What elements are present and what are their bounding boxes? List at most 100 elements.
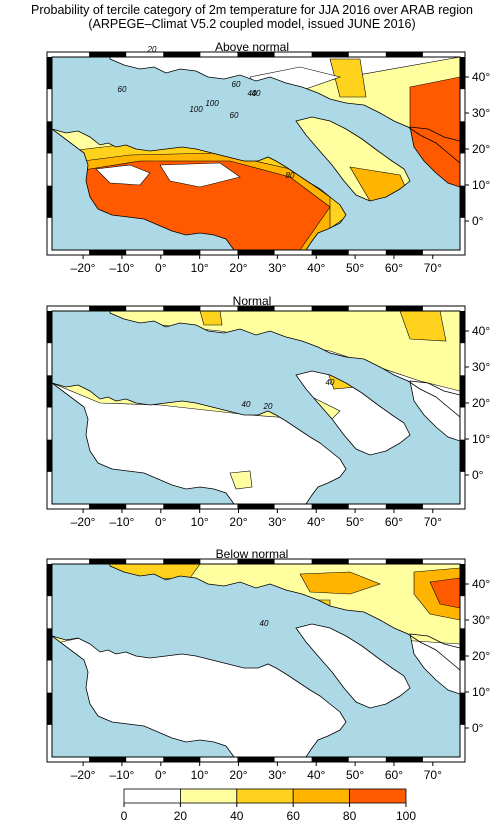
border-tick	[385, 559, 423, 564]
border-tick	[89, 306, 127, 311]
colorbar-label: 0	[121, 809, 128, 823]
colorbar-label: 20	[174, 809, 188, 823]
contour-label: 40	[252, 89, 261, 98]
y-tick-label: 40°	[472, 70, 490, 84]
border-tick	[47, 564, 52, 597]
land-3	[410, 634, 460, 694]
colorbar-swatch	[236, 788, 294, 804]
border-tick	[47, 185, 52, 218]
colorbar-swatch	[349, 788, 407, 804]
land-2	[296, 624, 410, 708]
coastline-0	[52, 128, 347, 250]
border-tick	[385, 52, 423, 57]
y-tick-label: 20°	[472, 142, 490, 156]
x-tick-label: 30°	[268, 768, 286, 782]
x-tick-label: 70°	[424, 261, 442, 275]
contour-label: 80	[286, 171, 295, 180]
border-tick	[311, 306, 349, 311]
y-tick-label: 10°	[472, 685, 490, 699]
border-tick	[47, 121, 52, 154]
map-subtitle: (ARPEGE–Climat V5.2 coupled model, issue…	[88, 17, 416, 31]
border-tick	[311, 757, 349, 762]
coastline-2	[295, 370, 411, 456]
border-tick	[47, 57, 52, 90]
x-tick-label: –10°	[110, 768, 135, 782]
x-tick-label: 70°	[424, 515, 442, 529]
coastline-0	[52, 635, 347, 757]
coastline-2	[295, 116, 411, 202]
x-tick-label: 0°	[155, 515, 167, 529]
border-tick	[460, 628, 465, 661]
x-tick-label: 40°	[307, 768, 325, 782]
y-tick-label: 40°	[472, 324, 490, 338]
probability-area-7	[95, 164, 151, 186]
x-tick-label: 10°	[191, 515, 209, 529]
panel-below: Below normal 40 –20° –10° 0° 10° 20° 30° 40° 50° 6…	[46, 547, 490, 782]
contour-label: 40	[260, 619, 269, 628]
border-tick	[47, 439, 52, 472]
border-tick	[163, 306, 201, 311]
border-tick	[460, 57, 465, 90]
x-tick-label: –10°	[110, 515, 135, 529]
contour-label: 60	[118, 85, 127, 94]
colorbar-label: 80	[343, 809, 357, 823]
border-tick	[163, 559, 201, 564]
contour-label: 40	[326, 378, 335, 387]
border-tick	[311, 250, 349, 255]
border-tick	[237, 757, 275, 762]
probability-area-5	[429, 577, 460, 609]
colorbar-label: 100	[396, 809, 416, 823]
border-tick	[460, 692, 465, 725]
coastline-3	[409, 380, 460, 442]
outer-frame	[46, 305, 466, 510]
colorbar-swatch	[123, 788, 181, 804]
coastline-1	[109, 311, 460, 418]
y-tick-label: 40°	[472, 577, 490, 591]
x-tick-label: –10°	[110, 261, 135, 275]
y-tick-label: 20°	[472, 396, 490, 410]
x-tick-label: 40°	[307, 515, 325, 529]
contour-label: 100	[189, 105, 203, 114]
border-tick	[47, 311, 52, 344]
x-tick-label: 60°	[385, 515, 403, 529]
contour-label: 60	[230, 111, 239, 120]
border-tick	[89, 757, 127, 762]
x-tick-label: 0°	[155, 768, 167, 782]
border-tick	[460, 311, 465, 344]
colorbar: 0 20 40 60 80 100	[121, 788, 416, 823]
border-tick	[237, 559, 275, 564]
probability-area-5	[199, 311, 223, 326]
border-tick	[385, 757, 423, 762]
contour-label: 60	[232, 80, 241, 89]
x-tick-label: 50°	[346, 768, 364, 782]
colorbar-swatch	[179, 788, 238, 804]
border-tick	[89, 504, 127, 509]
y-tick-label: 10°	[472, 178, 490, 192]
panel-title-above: Above normal	[215, 40, 289, 54]
border-tick	[163, 504, 201, 509]
border-tick	[460, 121, 465, 154]
coastline-1	[109, 57, 460, 164]
probability-area-7	[229, 470, 253, 490]
colorbar-label: 40	[230, 809, 244, 823]
border-tick	[385, 250, 423, 255]
panel-normal: Normal 40 20 40 –20° –10° 0° 10° 20° 30° 40° 50° 60°…	[46, 294, 490, 529]
probability-area-5	[329, 58, 367, 98]
border-tick	[311, 504, 349, 509]
border-tick	[163, 250, 201, 255]
border-tick	[460, 185, 465, 218]
border-tick	[47, 692, 52, 725]
coastline-1	[109, 564, 460, 671]
border-tick	[89, 52, 127, 57]
border-tick	[47, 628, 52, 661]
border-tick	[89, 559, 127, 564]
y-tick-label: 0°	[472, 721, 484, 735]
x-tick-label: 10°	[191, 768, 209, 782]
x-tick-label: 60°	[385, 261, 403, 275]
border-tick	[385, 504, 423, 509]
x-tick-label: 30°	[268, 515, 286, 529]
y-tick-label: 0°	[472, 468, 484, 482]
border-tick	[460, 439, 465, 472]
